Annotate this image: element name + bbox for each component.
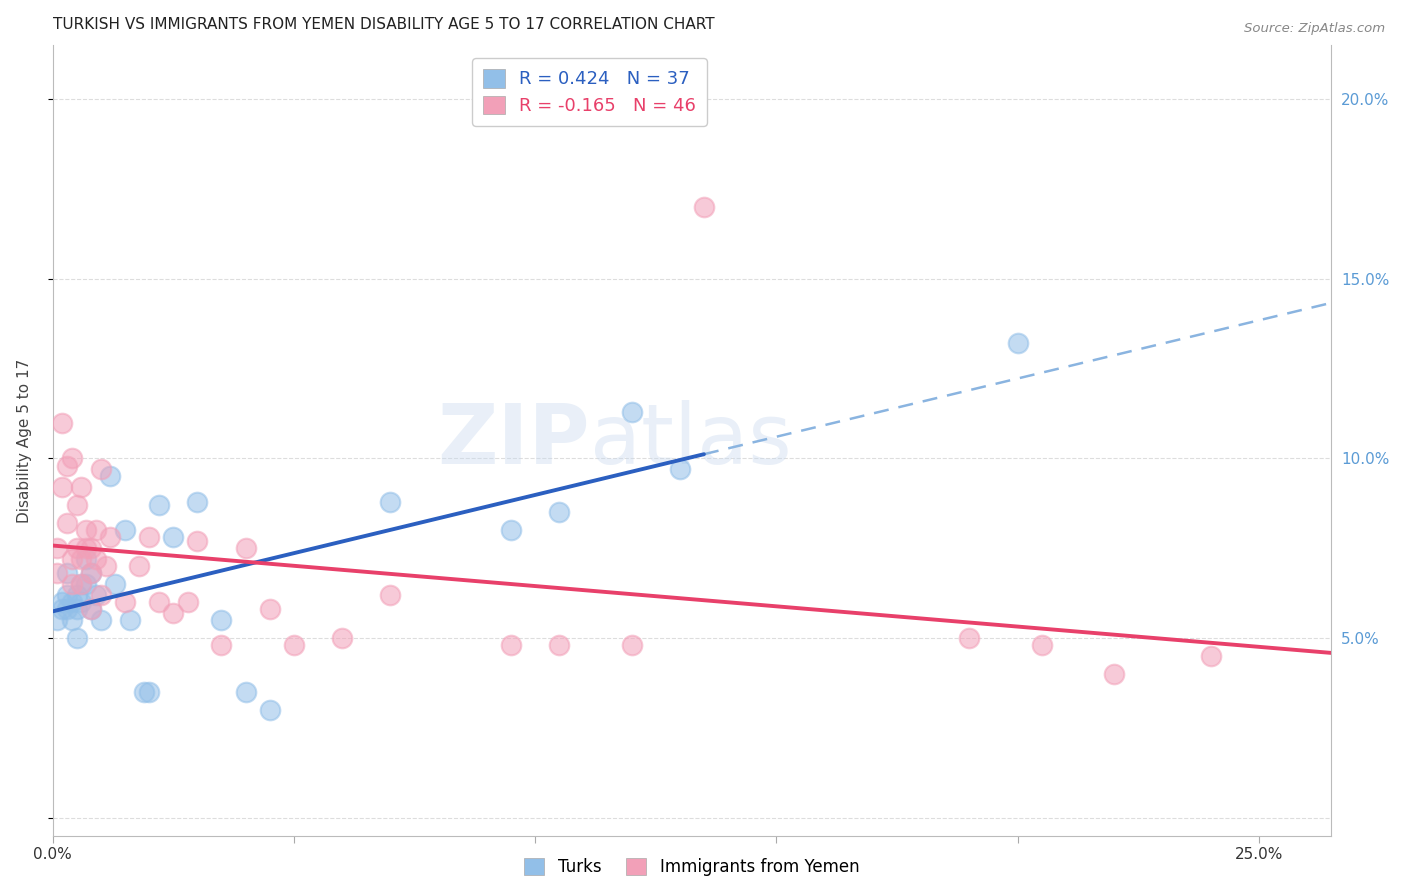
Point bbox=[235, 541, 257, 556]
Point bbox=[259, 602, 281, 616]
Point bbox=[94, 559, 117, 574]
Point bbox=[620, 405, 643, 419]
Point bbox=[114, 523, 136, 537]
Point bbox=[330, 631, 353, 645]
Point bbox=[70, 577, 93, 591]
Point bbox=[75, 577, 97, 591]
Point bbox=[70, 552, 93, 566]
Point bbox=[80, 602, 103, 616]
Text: TURKISH VS IMMIGRANTS FROM YEMEN DISABILITY AGE 5 TO 17 CORRELATION CHART: TURKISH VS IMMIGRANTS FROM YEMEN DISABIL… bbox=[52, 17, 714, 32]
Point bbox=[60, 552, 83, 566]
Point bbox=[138, 531, 160, 545]
Point bbox=[46, 566, 69, 581]
Point bbox=[60, 595, 83, 609]
Point bbox=[56, 458, 79, 473]
Point bbox=[66, 541, 89, 556]
Point bbox=[138, 685, 160, 699]
Point bbox=[620, 638, 643, 652]
Legend: Turks, Immigrants from Yemen: Turks, Immigrants from Yemen bbox=[517, 851, 866, 882]
Point bbox=[148, 498, 170, 512]
Point bbox=[84, 523, 107, 537]
Point bbox=[84, 588, 107, 602]
Point bbox=[60, 451, 83, 466]
Point bbox=[162, 606, 184, 620]
Point bbox=[1102, 667, 1125, 681]
Point bbox=[1199, 648, 1222, 663]
Point bbox=[90, 588, 112, 602]
Point bbox=[90, 613, 112, 627]
Point bbox=[80, 541, 103, 556]
Point bbox=[209, 638, 232, 652]
Point bbox=[56, 588, 79, 602]
Point bbox=[60, 577, 83, 591]
Point bbox=[75, 523, 97, 537]
Point bbox=[70, 577, 93, 591]
Point bbox=[51, 602, 73, 616]
Point bbox=[100, 531, 122, 545]
Point bbox=[60, 613, 83, 627]
Point bbox=[66, 498, 89, 512]
Point bbox=[283, 638, 305, 652]
Point bbox=[693, 200, 716, 214]
Point bbox=[148, 595, 170, 609]
Text: atlas: atlas bbox=[589, 400, 792, 481]
Point bbox=[104, 577, 127, 591]
Point bbox=[75, 552, 97, 566]
Point bbox=[66, 602, 89, 616]
Point bbox=[80, 566, 103, 581]
Point bbox=[118, 613, 141, 627]
Point bbox=[176, 595, 198, 609]
Point bbox=[209, 613, 232, 627]
Point bbox=[669, 462, 692, 476]
Point bbox=[80, 602, 103, 616]
Point bbox=[186, 534, 208, 549]
Point bbox=[957, 631, 980, 645]
Point bbox=[51, 480, 73, 494]
Point bbox=[259, 703, 281, 717]
Point bbox=[499, 523, 522, 537]
Point bbox=[51, 416, 73, 430]
Y-axis label: Disability Age 5 to 17: Disability Age 5 to 17 bbox=[17, 359, 32, 523]
Text: Source: ZipAtlas.com: Source: ZipAtlas.com bbox=[1244, 22, 1385, 36]
Point bbox=[114, 595, 136, 609]
Point bbox=[56, 516, 79, 530]
Point bbox=[1031, 638, 1053, 652]
Point bbox=[56, 602, 79, 616]
Point bbox=[134, 685, 156, 699]
Point bbox=[46, 541, 69, 556]
Point bbox=[66, 631, 89, 645]
Point bbox=[162, 531, 184, 545]
Point bbox=[548, 505, 571, 519]
Point bbox=[66, 588, 89, 602]
Point bbox=[380, 494, 402, 508]
Point bbox=[70, 480, 93, 494]
Point bbox=[235, 685, 257, 699]
Point bbox=[186, 494, 208, 508]
Point bbox=[56, 566, 79, 581]
Point bbox=[90, 462, 112, 476]
Point bbox=[84, 552, 107, 566]
Point bbox=[548, 638, 571, 652]
Point bbox=[128, 559, 150, 574]
Text: ZIP: ZIP bbox=[437, 400, 589, 481]
Point bbox=[70, 595, 93, 609]
Point bbox=[1007, 336, 1029, 351]
Point bbox=[380, 588, 402, 602]
Point bbox=[80, 566, 103, 581]
Point bbox=[75, 541, 97, 556]
Point bbox=[499, 638, 522, 652]
Point bbox=[51, 595, 73, 609]
Point bbox=[46, 613, 69, 627]
Point bbox=[100, 469, 122, 483]
